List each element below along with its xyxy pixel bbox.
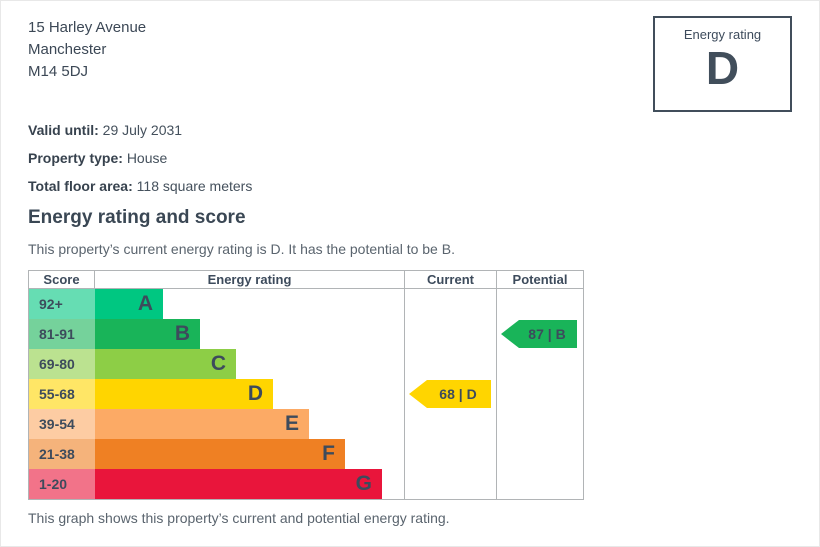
address-line-2: Manchester	[28, 41, 107, 58]
current-rating-tag: 68 | D	[409, 380, 491, 408]
energy-rating-box-label: Energy rating	[683, 27, 762, 42]
detail-property-type-label: Property type:	[28, 150, 123, 166]
chart-header-current: Current	[405, 271, 497, 289]
detail-floor-area-value: 118 square meters	[136, 178, 253, 194]
band-bar-a: A	[95, 289, 163, 319]
section-description: This property’s current energy rating is…	[28, 241, 455, 257]
detail-valid-until: Valid until: 29 July 2031	[28, 122, 252, 139]
property-address: 15 Harley Avenue Manchester M14 5DJ	[28, 17, 146, 83]
score-cell-a: 92+	[29, 289, 95, 319]
detail-valid-until-label: Valid until:	[28, 122, 99, 138]
score-cell-g: 1-20	[29, 469, 95, 499]
address-line-1: 15 Harley Avenue	[28, 19, 147, 36]
chart-footnote: This graph shows this property’s current…	[28, 510, 450, 526]
address-line-3: M14 5DJ	[28, 63, 89, 80]
section-title: Energy rating and score	[28, 207, 246, 228]
score-cell-d: 55-68	[29, 379, 95, 409]
detail-property-type-value: House	[126, 150, 168, 166]
detail-valid-until-value: 29 July 2031	[102, 122, 183, 138]
column-divider	[404, 271, 405, 499]
score-cell-e: 39-54	[29, 409, 95, 439]
score-cell-f: 21-38	[29, 439, 95, 469]
band-bar-d: D	[95, 379, 273, 409]
energy-rating-chart: Score Energy rating Current Potential 92+ A 81…	[28, 270, 584, 500]
detail-property-type: Property type: House	[28, 150, 252, 167]
band-bar-g: G	[95, 469, 382, 499]
column-divider	[496, 271, 497, 499]
energy-rating-box-value: D	[705, 42, 740, 94]
energy-rating-box: Energy rating D	[653, 16, 792, 112]
band-bar-b: B	[95, 319, 200, 349]
chart-header-score: Score	[29, 271, 95, 289]
band-bar-c: C	[95, 349, 236, 379]
band-bar-f: F	[95, 439, 345, 469]
score-cell-b: 81-91	[29, 319, 95, 349]
detail-floor-area-label: Total floor area:	[28, 178, 133, 194]
property-details: Valid until: 29 July 2031 Property type:…	[28, 122, 252, 206]
chart-header-energy-rating: Energy rating	[95, 271, 405, 289]
detail-floor-area: Total floor area: 118 square meters	[28, 178, 252, 195]
potential-rating-tag: 87 | B	[501, 320, 577, 348]
chart-header-potential: Potential	[497, 271, 583, 289]
score-cell-c: 69-80	[29, 349, 95, 379]
band-bar-e: E	[95, 409, 309, 439]
